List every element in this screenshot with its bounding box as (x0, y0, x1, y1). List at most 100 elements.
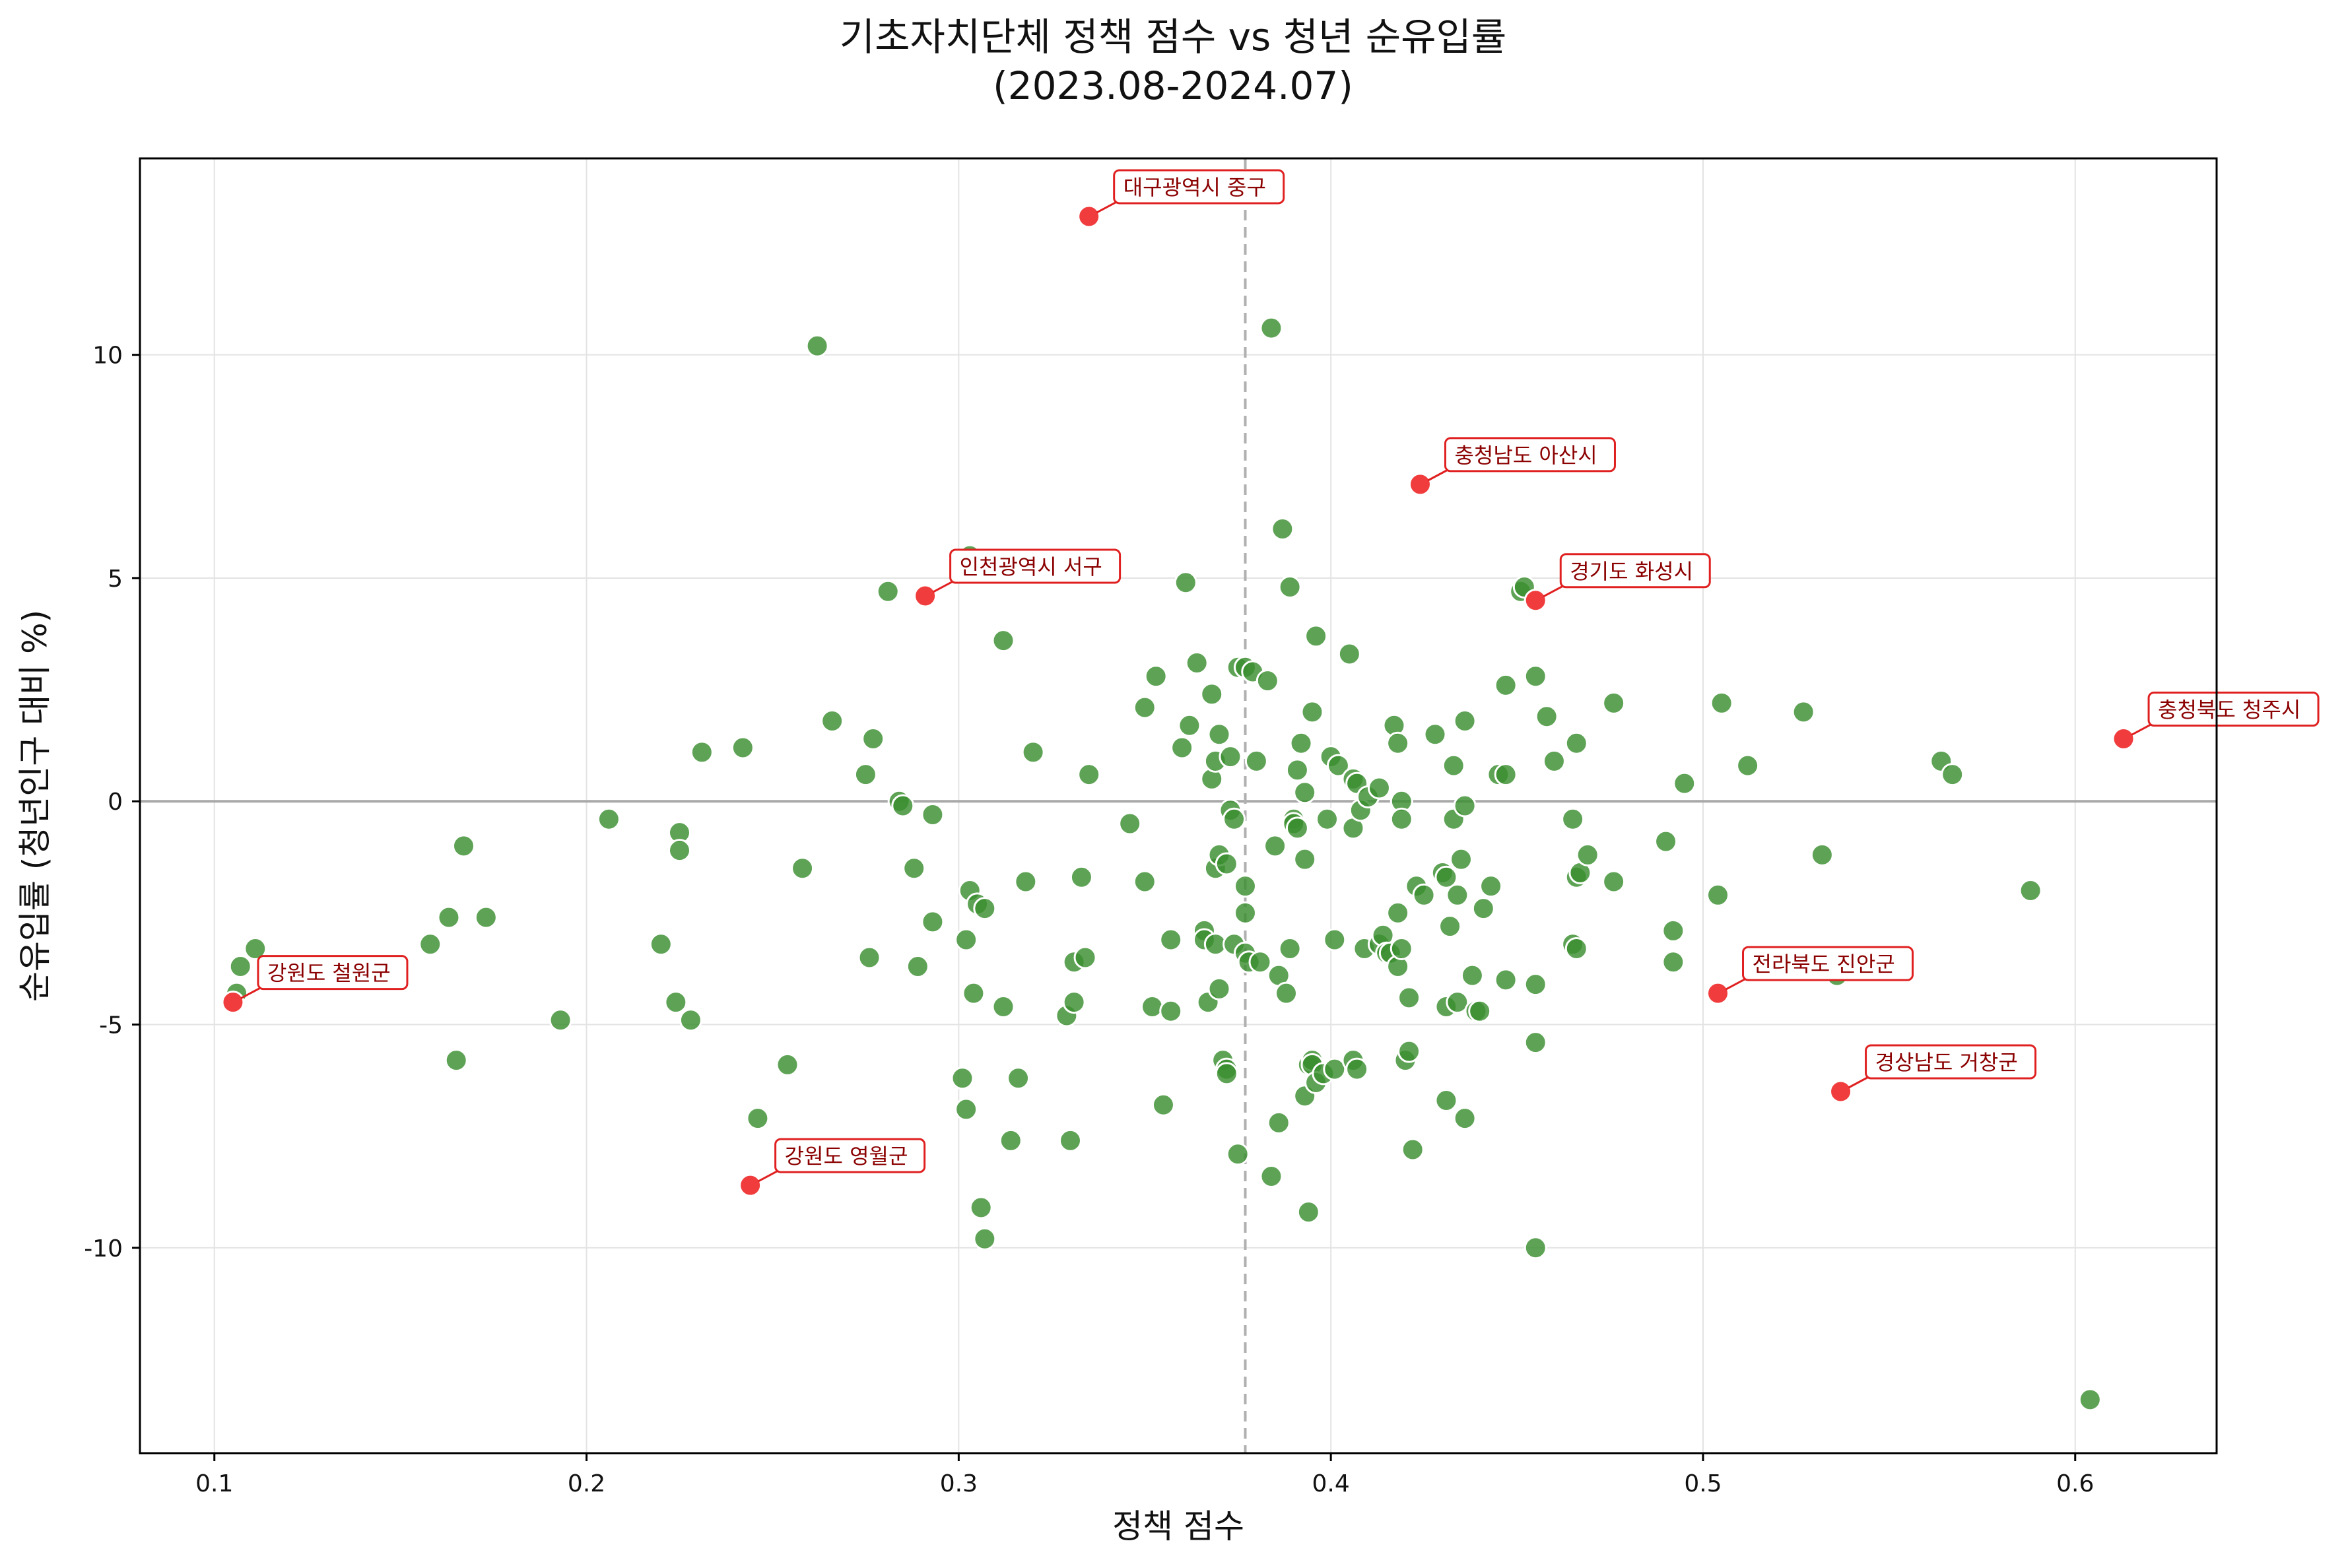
data-point (1423, 723, 1447, 746)
data-point (1300, 700, 1324, 724)
data-point (1133, 696, 1156, 719)
data-point (921, 803, 945, 827)
y-tick-label: 10 (92, 343, 123, 370)
data-point (1390, 936, 1413, 960)
data-point (1215, 852, 1238, 876)
data-point (1479, 874, 1503, 898)
data-point (1494, 763, 1518, 787)
data-point (1471, 897, 1495, 921)
annotation-label: 강원도 영월군 (785, 1144, 908, 1169)
data-point (951, 1066, 974, 1090)
reference-lines (140, 158, 2217, 1453)
data-point (1174, 571, 1197, 595)
annotation-label: 경상남도 거창군 (1875, 1050, 2018, 1075)
plot-frame (139, 157, 2218, 1454)
data-point (1442, 754, 1465, 777)
data-point (444, 1049, 468, 1072)
data-point (1185, 651, 1209, 675)
data-point (1602, 691, 1626, 715)
annotation-box (2147, 692, 2320, 727)
highlight-point (1706, 981, 1730, 1005)
annotation: 대구광역시 중구 (1096, 169, 1285, 214)
annotation: 전라북도 진안군 (1725, 946, 1914, 991)
data-point (1304, 624, 1328, 648)
data-point (1386, 901, 1410, 925)
data-point (1275, 981, 1298, 1005)
data-point (902, 857, 926, 880)
data-point (1524, 1031, 1547, 1055)
annotation-box (1559, 553, 1711, 589)
data-point (228, 955, 252, 979)
data-point (1449, 847, 1473, 871)
data-point (1323, 928, 1347, 952)
data-point (991, 995, 1015, 1018)
annotation-box (1865, 1044, 2037, 1080)
annotation-label: 대구광역시 중구 (1123, 175, 1266, 200)
data-point (1345, 1057, 1369, 1081)
annotation: 강원도 철원군 (240, 955, 409, 1000)
annotation-label: 인천광역시 서구 (960, 554, 1102, 579)
data-point (437, 905, 461, 929)
data-point (1661, 950, 1685, 974)
data-point (1233, 901, 1257, 925)
annotation-box (949, 548, 1122, 584)
data-point (1438, 915, 1462, 938)
data-point (1077, 763, 1101, 787)
data-point (876, 579, 900, 603)
annotation-box (774, 1138, 926, 1173)
data-point (679, 1008, 702, 1032)
data-point (1151, 1093, 1175, 1117)
data-point (549, 1008, 572, 1032)
data-point (1337, 642, 1361, 666)
x-tick-label: 0.3 (940, 1470, 978, 1497)
data-point (1259, 316, 1283, 340)
annotation-box (1742, 946, 1914, 981)
data-point (1494, 673, 1518, 697)
x-tick-label: 0.4 (1312, 1470, 1350, 1497)
data-point (1215, 1062, 1238, 1086)
data-point (1293, 847, 1317, 871)
data-point (1021, 740, 1045, 764)
data-point (1386, 731, 1410, 755)
data-point (2019, 879, 2042, 903)
data-point (1200, 682, 1224, 706)
data-point (1289, 731, 1313, 755)
annotation-label: 충청북도 청주시 (2158, 698, 2300, 723)
data-point (791, 857, 815, 880)
data-point (1296, 1200, 1320, 1224)
annotation: 인천광역시 서구 (932, 548, 1122, 593)
data-point (1941, 763, 1964, 787)
data-point (962, 981, 986, 1005)
data-point (1073, 946, 1097, 969)
highlight-point (1077, 205, 1101, 228)
data-point (1256, 669, 1279, 693)
data-point (1434, 865, 1458, 889)
data-point (1326, 754, 1350, 777)
data-point (861, 727, 885, 751)
data-point (1460, 964, 1484, 987)
data-point (1316, 807, 1339, 831)
annotation: 경기도 화성시 (1543, 553, 1711, 598)
data-point (973, 897, 997, 921)
data-point (1323, 1057, 1347, 1081)
data-point (1069, 865, 1093, 889)
data-point (1524, 973, 1547, 996)
data-point (649, 932, 673, 956)
y-tick-label: 0 (108, 789, 123, 816)
data-point (1293, 781, 1317, 804)
data-point (776, 1053, 799, 1076)
data-point (1673, 771, 1696, 795)
annotation-box (1113, 169, 1285, 205)
data-point (668, 839, 692, 863)
data-point (1170, 736, 1194, 760)
data-point (419, 932, 442, 956)
annotation: 충청북도 청주시 (2131, 692, 2320, 736)
data-point (1007, 1066, 1030, 1090)
data-point (999, 1128, 1022, 1152)
data-point (1244, 749, 1268, 773)
x-tick-label: 0.2 (568, 1470, 605, 1497)
data-point (1263, 834, 1287, 858)
annotation-box (1444, 437, 1616, 473)
data-point (906, 955, 929, 979)
